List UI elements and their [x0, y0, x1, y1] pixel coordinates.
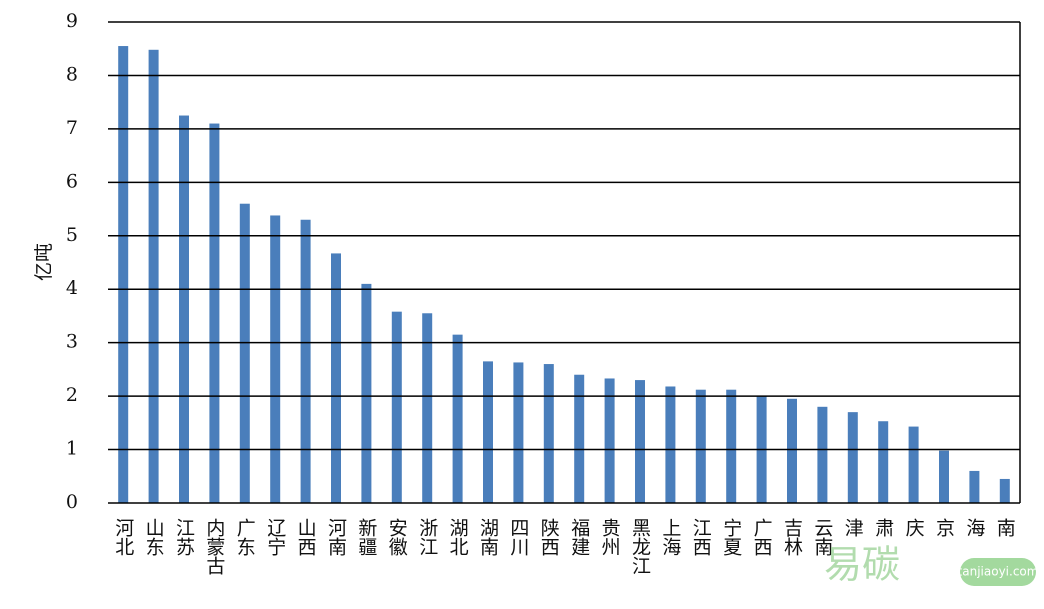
- bar: [361, 283, 372, 503]
- bar: [209, 123, 220, 504]
- y-tick-label: 1: [66, 438, 78, 460]
- x-tick-label: 湖北: [447, 518, 469, 556]
- y-tick-label: 4: [66, 277, 78, 299]
- bar: [483, 361, 493, 503]
- bar: [604, 378, 615, 503]
- bar: [148, 49, 159, 504]
- bar: [118, 46, 129, 504]
- y-axis-label: 亿吨: [33, 243, 55, 281]
- bar: [847, 412, 858, 503]
- bar: [270, 215, 281, 504]
- bar: [452, 334, 463, 503]
- bar: [726, 389, 737, 503]
- bar: [300, 219, 311, 503]
- bar: [878, 421, 889, 503]
- bar: [635, 380, 645, 503]
- x-tick-label: 庆: [903, 518, 925, 537]
- y-tick-label: 2: [66, 384, 78, 406]
- x-tick-label: 安徽: [386, 518, 408, 556]
- x-tick-label: 辽宁: [264, 518, 286, 556]
- x-tick-label: 肃: [872, 518, 894, 537]
- x-tick-label: 广西: [751, 518, 773, 556]
- x-tick-label: 河南: [325, 518, 347, 556]
- y-tick-label: 8: [66, 63, 78, 85]
- bar: [665, 386, 676, 503]
- y-tick-label: 3: [66, 331, 78, 353]
- x-tick-label: 海: [963, 518, 985, 537]
- x-tick-label: 湖南: [477, 518, 499, 556]
- x-tick-label: 广东: [234, 518, 256, 556]
- watermark-site: tanjiaoyi.com: [958, 565, 1039, 579]
- x-tick-label: 山西: [295, 518, 317, 556]
- bar: [939, 450, 949, 503]
- bar: [331, 253, 341, 503]
- watermark-badge: [960, 558, 1036, 586]
- bar: [574, 374, 585, 503]
- x-tick-label: 内蒙古: [203, 518, 225, 575]
- bar: [908, 426, 919, 503]
- x-tick-label: 津: [842, 518, 864, 537]
- x-tick-label: 陕西: [538, 518, 560, 556]
- x-tick-label: 福建: [568, 518, 590, 556]
- bar: [513, 362, 524, 503]
- y-tick-label: 6: [66, 170, 78, 192]
- bar: [817, 406, 828, 503]
- bar: [695, 389, 706, 503]
- x-tick-label: 南: [994, 518, 1016, 537]
- y-tick-label: 0: [66, 491, 78, 513]
- y-tick-label: 9: [66, 10, 78, 32]
- x-tick-label: 京: [933, 518, 955, 538]
- bar: [239, 203, 250, 503]
- bar: [787, 398, 797, 503]
- y-tick-label: 5: [66, 224, 78, 246]
- x-tick-label: 黑龙江: [629, 518, 651, 575]
- x-tick-label: 四川: [507, 518, 529, 556]
- x-tick-label: 吉林: [781, 518, 803, 556]
- x-tick-label: 浙江: [416, 518, 438, 556]
- x-tick-label: 新疆: [355, 518, 377, 556]
- x-tick-label: 上海: [659, 518, 681, 556]
- watermark: 易碳: [824, 543, 900, 587]
- x-tick-label: 云南: [811, 518, 833, 556]
- x-tick-label: 河北: [112, 518, 134, 556]
- x-tick-label: 贵州: [599, 518, 621, 556]
- x-tick-label: 江苏: [173, 518, 195, 556]
- x-tick-label: 江西: [690, 518, 712, 556]
- bar: [422, 313, 433, 503]
- y-tick-label: 7: [66, 117, 78, 139]
- bar: [391, 311, 402, 503]
- x-tick-label: 宁夏: [720, 518, 742, 556]
- bar: [543, 364, 554, 503]
- bar: [179, 115, 189, 504]
- x-tick-label: 山东: [143, 518, 165, 556]
- bar: [999, 478, 1010, 503]
- bar: [969, 470, 980, 503]
